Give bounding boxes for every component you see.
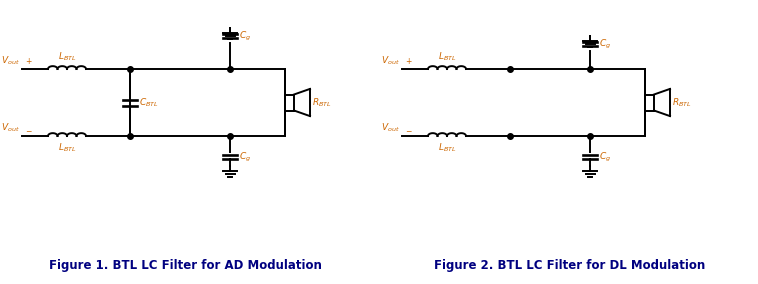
Text: $C_g$: $C_g$	[239, 151, 251, 164]
Text: Figure 2. BTL LC Filter for DL Modulation: Figure 2. BTL LC Filter for DL Modulatio…	[434, 260, 706, 273]
Text: $V_{out}$: $V_{out}$	[2, 55, 20, 67]
Text: $V_{out}$: $V_{out}$	[381, 55, 400, 67]
Text: $-$: $-$	[405, 125, 412, 134]
Text: $V_{out}$: $V_{out}$	[381, 122, 400, 134]
Text: $C_{BTL}$: $C_{BTL}$	[139, 96, 158, 109]
Text: $+$: $+$	[25, 56, 33, 66]
Text: $L_{BTL}$: $L_{BTL}$	[58, 142, 76, 154]
Text: $R_{BTL}$: $R_{BTL}$	[312, 96, 331, 109]
Text: $C_g$: $C_g$	[599, 37, 611, 51]
Text: $C_g$: $C_g$	[239, 30, 251, 43]
Text: $V_{out}$: $V_{out}$	[2, 122, 20, 134]
Text: $L_{BTL}$: $L_{BTL}$	[438, 142, 456, 154]
Text: $-$: $-$	[25, 125, 33, 134]
Text: $R_{BTL}$: $R_{BTL}$	[672, 96, 691, 109]
Text: $C_g$: $C_g$	[599, 151, 611, 164]
Text: $+$: $+$	[405, 56, 412, 66]
Text: $L_{BTL}$: $L_{BTL}$	[58, 51, 76, 63]
Text: Figure 1. BTL LC Filter for AD Modulation: Figure 1. BTL LC Filter for AD Modulatio…	[49, 260, 321, 273]
Text: $L_{BTL}$: $L_{BTL}$	[438, 51, 456, 63]
